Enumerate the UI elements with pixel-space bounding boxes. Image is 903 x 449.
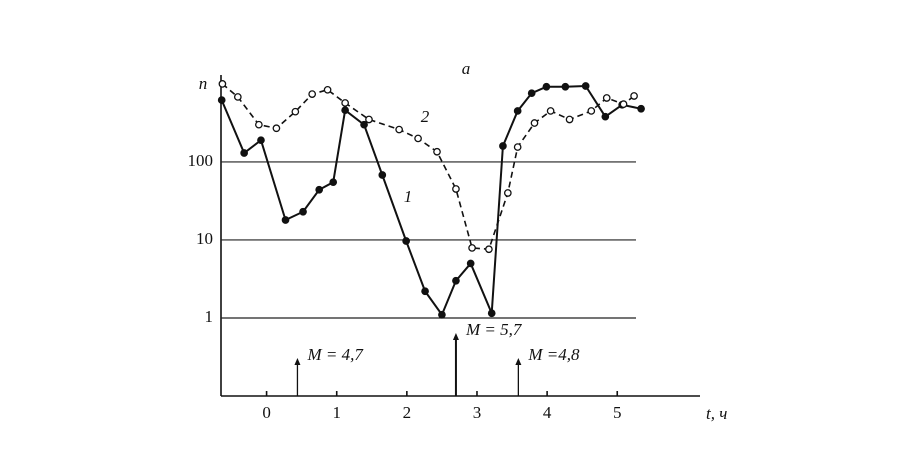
point	[255, 120, 263, 129]
point	[452, 276, 460, 285]
y-tick-label: 1	[205, 307, 214, 326]
x-tick-label: 0	[262, 403, 271, 422]
point	[299, 207, 307, 216]
point	[527, 89, 536, 98]
point	[530, 119, 539, 127]
series-label: 2	[421, 107, 430, 126]
arrow-head	[515, 358, 522, 365]
event-label: M = 4,7	[306, 345, 364, 364]
y-axis-label: n	[199, 74, 208, 93]
point	[308, 90, 317, 98]
x-tick-label: 5	[613, 403, 622, 422]
y-tick-label: 10	[196, 229, 213, 248]
point	[281, 216, 290, 224]
point	[587, 107, 596, 115]
point	[485, 245, 493, 254]
point	[421, 287, 429, 296]
point	[438, 310, 446, 319]
point	[315, 185, 324, 194]
arrow-head	[452, 333, 459, 340]
point	[601, 112, 610, 121]
series-label: 1	[404, 187, 413, 206]
point	[513, 107, 522, 115]
point	[378, 171, 387, 179]
point	[602, 94, 611, 102]
point	[240, 149, 248, 157]
event-label: M =4,8	[527, 345, 580, 364]
series-line	[221, 83, 635, 251]
x-tick-label: 3	[473, 403, 482, 422]
point	[341, 106, 349, 115]
x-tick-label: 2	[403, 403, 412, 422]
point	[414, 134, 422, 143]
point	[402, 237, 410, 245]
point	[466, 259, 475, 268]
point	[542, 82, 551, 91]
point	[217, 96, 226, 104]
x-tick-label: 1	[332, 403, 341, 422]
point	[630, 92, 638, 100]
point	[503, 189, 512, 197]
point	[468, 244, 476, 252]
point	[561, 82, 570, 91]
point	[581, 82, 590, 90]
x-tick-label: 4	[543, 403, 552, 422]
point	[513, 143, 522, 151]
point	[218, 80, 227, 88]
y-tick-label: 100	[188, 151, 214, 170]
point	[257, 136, 265, 145]
point	[487, 309, 496, 318]
point	[637, 104, 645, 113]
arrow-head	[294, 358, 301, 365]
point	[433, 147, 441, 156]
point	[565, 115, 574, 124]
point	[499, 142, 507, 150]
point	[329, 178, 338, 187]
point	[395, 125, 403, 134]
event-label: M = 5,7	[465, 320, 523, 339]
point	[291, 107, 300, 116]
point	[619, 100, 628, 108]
point	[452, 185, 460, 193]
point	[360, 120, 368, 129]
point	[233, 93, 242, 101]
chart-title: a	[462, 59, 471, 78]
point	[341, 99, 349, 107]
x-axis-label: t, ч	[706, 404, 727, 423]
point	[323, 85, 332, 94]
point	[546, 107, 555, 115]
point	[365, 115, 373, 124]
point	[272, 124, 281, 133]
